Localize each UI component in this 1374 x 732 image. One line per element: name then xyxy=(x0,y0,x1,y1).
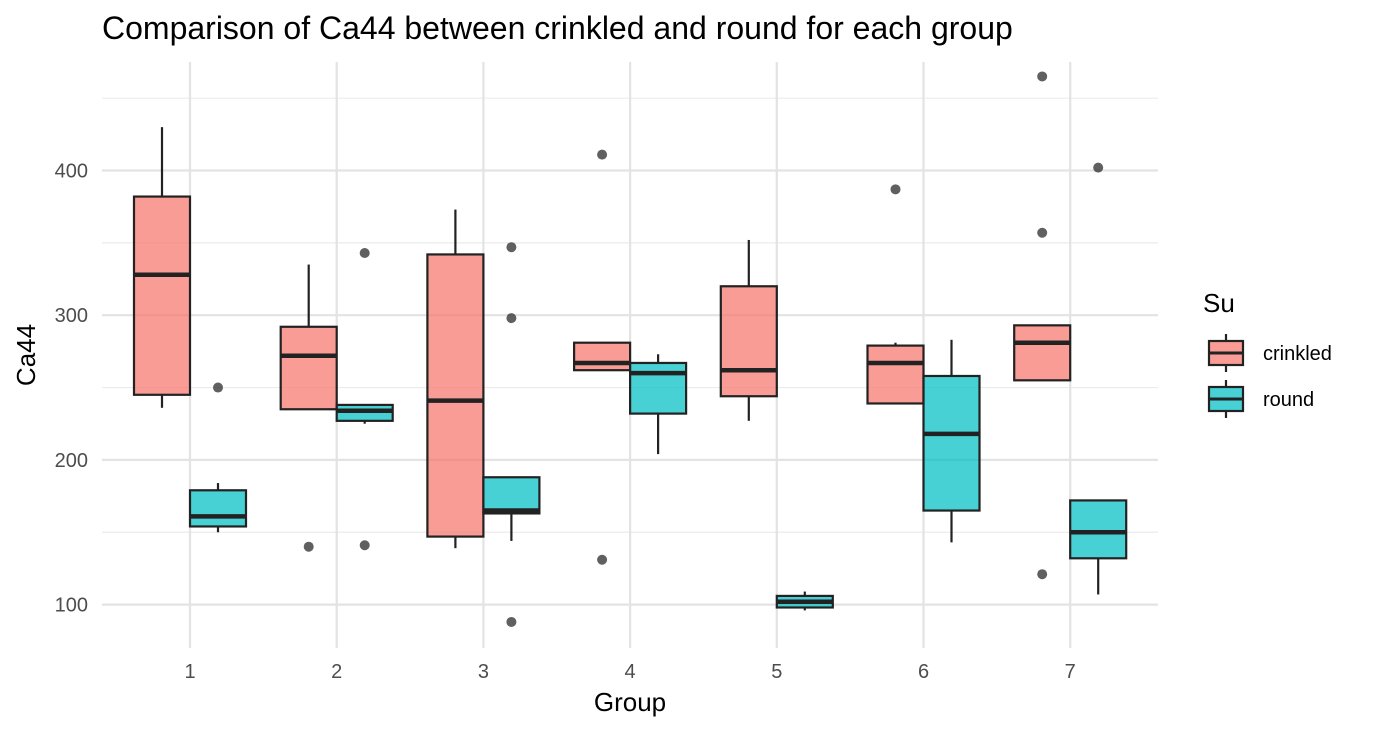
box-round-group-2 xyxy=(335,247,394,551)
box-round-group-3 xyxy=(482,242,541,627)
outlier-point xyxy=(359,540,370,551)
outlier-point xyxy=(359,247,370,258)
box-round-group-6 xyxy=(922,339,981,543)
box-crinkled-group-2 xyxy=(279,264,338,552)
outlier-point xyxy=(506,313,517,324)
y-tick-label: 300 xyxy=(55,305,88,327)
box-iqr xyxy=(1013,324,1072,382)
box-crinkled-group-1 xyxy=(132,127,192,408)
box-round-group-1 xyxy=(188,382,248,533)
x-tick-label: 2 xyxy=(331,661,342,683)
x-tick-label: 3 xyxy=(478,661,489,683)
plot-panel xyxy=(102,62,1158,648)
outlier-point xyxy=(597,554,608,565)
legend-items: crinkled round xyxy=(1207,334,1332,418)
x-tick-label: 1 xyxy=(184,661,195,683)
box-crinkled-group-3 xyxy=(426,209,485,549)
outlier-point xyxy=(890,184,901,195)
x-axis-title: Group xyxy=(594,687,666,717)
y-axis-title: Ca44 xyxy=(11,324,41,386)
box-iqr xyxy=(922,374,981,512)
legend-title: Su xyxy=(1203,288,1235,318)
box-iqr xyxy=(1069,499,1128,560)
box-iqr xyxy=(188,489,248,528)
legend-label: round xyxy=(1263,389,1314,411)
legend: Su crinkled round xyxy=(1203,288,1332,418)
box-iqr xyxy=(482,476,541,515)
box-crinkled-group-5 xyxy=(719,239,778,421)
chart-title: Comparison of Ca44 between crinkled and … xyxy=(102,10,1013,46)
y-tick-label: 100 xyxy=(55,595,88,617)
outlier-point xyxy=(597,149,608,160)
legend-item-round: round xyxy=(1207,380,1314,418)
box-iqr xyxy=(279,325,338,411)
x-tick-label: 4 xyxy=(625,661,636,683)
box-iqr xyxy=(719,285,778,398)
outlier-point xyxy=(1037,227,1048,238)
box-round-group-7 xyxy=(1069,162,1128,595)
x-tick-label: 6 xyxy=(918,661,929,683)
outlier-point xyxy=(506,242,517,253)
box-iqr xyxy=(132,195,192,396)
y-tick-label: 400 xyxy=(55,161,88,183)
box-iqr xyxy=(572,341,632,372)
box-iqr xyxy=(426,253,485,538)
legend-item-crinkled: crinkled xyxy=(1207,334,1332,372)
box-layer xyxy=(132,71,1128,627)
box-crinkled-group-4 xyxy=(572,149,632,565)
x-tick-label: 7 xyxy=(1065,661,1076,683)
box-iqr xyxy=(866,344,925,405)
legend-label: crinkled xyxy=(1263,343,1332,365)
y-tick-label: 200 xyxy=(55,450,88,472)
box-round-group-4 xyxy=(628,354,688,455)
outlier-point xyxy=(1093,162,1104,173)
outlier-point xyxy=(1037,569,1048,580)
x-axis-ticks: 1 2 3 4 5 6 7 xyxy=(184,661,1075,683)
outlier-point xyxy=(1037,71,1048,82)
box-crinkled-group-6 xyxy=(866,184,925,405)
outlier-point xyxy=(506,616,517,627)
x-tick-label: 5 xyxy=(771,661,782,683)
box-iqr xyxy=(628,361,688,415)
outlier-point xyxy=(303,541,314,552)
box-crinkled-group-7 xyxy=(1013,71,1072,580)
box-round-group-5 xyxy=(775,591,834,611)
y-axis-ticks: 100 200 300 400 xyxy=(55,161,88,617)
outlier-point xyxy=(213,382,223,393)
